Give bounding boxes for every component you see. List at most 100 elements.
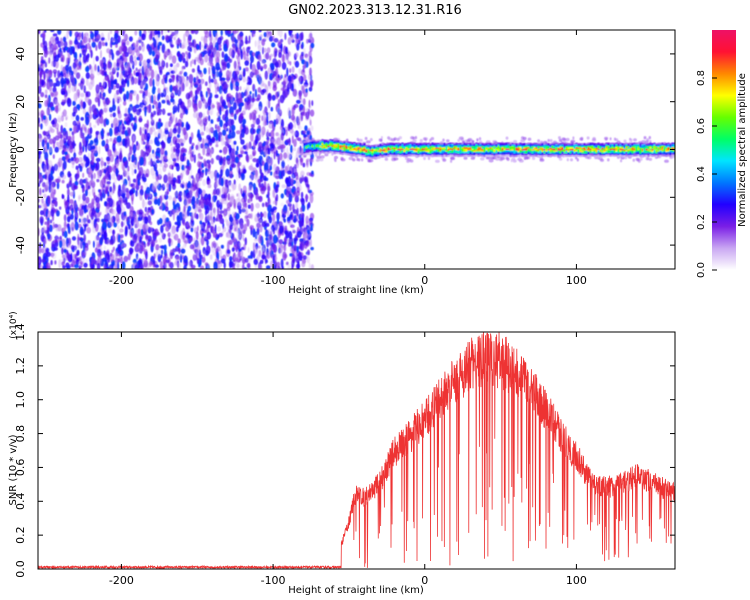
- noise-cell: [105, 138, 109, 144]
- noise-cell: [269, 226, 273, 235]
- noise-cell: [226, 158, 231, 165]
- noise-cell: [46, 109, 49, 116]
- noise-cell: [301, 197, 305, 206]
- noise-cell: [184, 60, 189, 68]
- noise-cell: [231, 130, 236, 139]
- figure-title: GN02.2023.313.12.31.R16: [288, 3, 462, 18]
- noise-cell: [166, 136, 172, 144]
- noise-cell: [141, 133, 146, 142]
- noise-cell: [46, 226, 50, 234]
- noise-cell: [138, 166, 144, 176]
- noise-cell: [44, 94, 48, 99]
- noise-cell: [95, 35, 99, 43]
- noise-cell: [261, 60, 265, 65]
- noise-cell: [79, 53, 82, 58]
- noise-cell: [233, 113, 237, 121]
- noise-cell: [80, 83, 85, 91]
- noise-cell: [277, 98, 280, 107]
- noise-cell: [64, 122, 68, 128]
- noise-cell: [217, 37, 222, 45]
- noise-cell: [109, 153, 114, 163]
- noise-cell: [181, 184, 185, 189]
- noise-cell: [218, 198, 222, 205]
- noise-cell: [257, 106, 262, 111]
- band-halo-cell: [646, 157, 650, 161]
- noise-cell: [222, 129, 227, 136]
- noise-cell: [266, 252, 271, 260]
- noise-cell: [126, 153, 131, 158]
- noise-cell: [136, 141, 139, 146]
- noise-cell: [80, 117, 84, 121]
- noise-cell: [77, 239, 80, 249]
- noise-cell: [66, 98, 72, 107]
- noise-cell: [61, 179, 65, 184]
- noise-cell: [117, 234, 121, 243]
- noise-cell: [154, 136, 158, 145]
- noise-cell: [186, 192, 190, 199]
- noise-cell: [255, 162, 260, 168]
- noise-cell: [155, 250, 159, 258]
- noise-cell: [231, 34, 235, 44]
- noise-cell: [229, 256, 233, 262]
- noise-cell: [151, 94, 154, 104]
- noise-cell: [239, 222, 245, 233]
- band-halo-cell: [639, 157, 643, 161]
- noise-cell: [310, 125, 314, 132]
- noise-cell: [197, 237, 202, 245]
- band-halo-cell: [570, 139, 576, 143]
- band-halo-cell: [547, 138, 550, 143]
- noise-cell: [245, 193, 248, 201]
- noise-cell: [173, 235, 176, 240]
- noise-cell: [167, 157, 172, 165]
- noise-cell: [311, 100, 314, 107]
- noise-cell: [188, 150, 191, 155]
- noise-cell: [62, 265, 66, 269]
- noise-cell: [177, 103, 180, 113]
- noise-cell: [297, 251, 302, 260]
- noise-cell: [151, 184, 155, 192]
- band-halo-cell: [476, 138, 479, 142]
- noise-cell: [43, 145, 46, 154]
- noise-cell: [128, 36, 133, 42]
- noise-cell: [222, 146, 227, 156]
- noise-cell: [177, 118, 182, 128]
- noise-cell: [94, 96, 99, 103]
- noise-cell: [44, 89, 48, 95]
- noise-cell: [59, 240, 63, 249]
- noise-cell: [309, 220, 313, 225]
- noise-cell: [260, 186, 266, 195]
- noise-cell: [79, 178, 84, 186]
- noise-cell: [272, 200, 278, 205]
- noise-cell: [280, 193, 284, 199]
- noise-cell: [142, 217, 145, 226]
- noise-cell: [139, 90, 144, 94]
- noise-cell: [228, 144, 232, 153]
- noise-cell: [272, 35, 275, 42]
- noise-cell: [268, 80, 272, 90]
- noise-cell: [146, 104, 151, 114]
- noise-cell: [215, 188, 220, 196]
- noise-cell: [116, 62, 120, 67]
- noise-cell: [121, 42, 126, 52]
- band-halo-cell: [446, 139, 450, 143]
- noise-cell: [70, 245, 75, 250]
- noise-cell: [229, 240, 233, 245]
- noise-cell: [87, 240, 91, 245]
- noise-cell: [95, 157, 101, 162]
- noise-cell: [151, 50, 156, 57]
- noise-cell: [83, 33, 86, 43]
- noise-cell: [79, 33, 82, 37]
- noise-cell: [112, 80, 117, 85]
- noise-cell: [209, 150, 212, 158]
- noise-cell: [67, 194, 70, 203]
- noise-cell: [280, 42, 283, 53]
- noise-cell: [71, 236, 77, 241]
- noise-cell: [280, 258, 284, 268]
- noise-cell: [189, 244, 195, 250]
- noise-cell: [191, 68, 195, 73]
- noise-cell: [161, 30, 163, 36]
- noise-cell: [137, 264, 142, 269]
- noise-cell: [286, 67, 289, 77]
- noise-cell: [296, 42, 300, 51]
- noise-cell: [289, 214, 293, 219]
